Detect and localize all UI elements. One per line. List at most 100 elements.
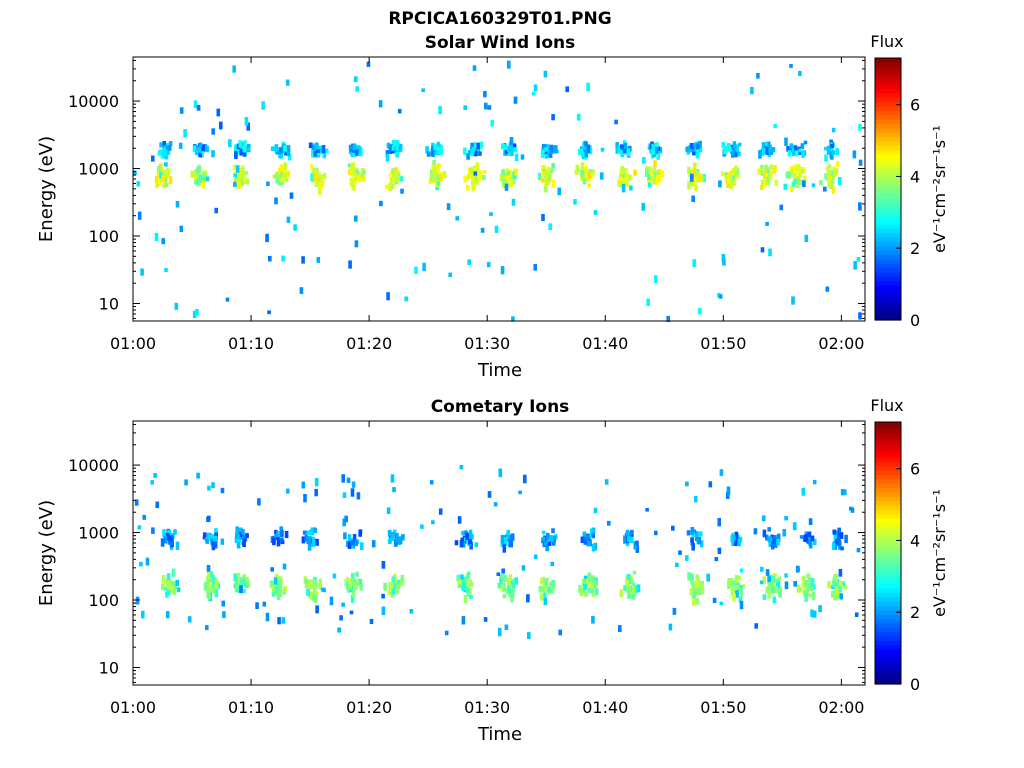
solar-wind-flux-cell [360, 173, 364, 178]
solar-wind-flux-cell [366, 61, 371, 67]
solar-wind-flux-cell [243, 140, 247, 147]
cometary-flux-cell [580, 536, 585, 544]
cometary-flux-cell [838, 541, 842, 550]
cometary-flux-cell [242, 538, 246, 547]
cometary-flux-cell [508, 590, 513, 598]
solar-wind-flux-cell [702, 173, 706, 183]
cometary-flux-cell [171, 580, 175, 586]
cometary-flux-cell [784, 573, 788, 578]
solar-wind-flux-cell [543, 70, 548, 78]
solar-wind-flux-cell [319, 182, 324, 190]
solar-wind-ylabel: Energy (eV) [36, 136, 57, 242]
solar-wind-flux-cell [473, 142, 477, 151]
solar-wind-flux-cell [512, 177, 516, 185]
cometary-flux-cell [465, 586, 470, 594]
solar-wind-flux-cell [750, 86, 754, 95]
cometary-flux-cell [843, 489, 847, 496]
solar-wind-flux-cell [475, 171, 479, 177]
cometary-flux-cell [390, 474, 395, 483]
cometary-flux-cell [463, 595, 468, 604]
solar-wind-flux-cell [193, 100, 198, 108]
cometary-flux-cell [142, 514, 146, 520]
cometary-flux-cell [784, 581, 789, 590]
cometary-flux-cell [221, 600, 226, 607]
cometary-flux-cell [463, 588, 468, 593]
cometary-flux-cell [777, 576, 782, 581]
cometary-flux-cell [626, 584, 631, 593]
cometary-flux-cell [387, 530, 392, 537]
solar-wind-flux-cell [819, 180, 823, 186]
solar-wind-flux-cell [164, 171, 169, 178]
solar-wind-flux-cell [311, 149, 315, 158]
solar-wind-flux-cell [657, 168, 662, 174]
cometary-flux-cell [209, 571, 214, 578]
solar-wind-flux-cell [625, 172, 629, 181]
solar-wind-flux-cell [765, 221, 769, 226]
cometary-flux-cell [242, 589, 247, 594]
cometary-flux-cell [351, 572, 355, 580]
solar-wind-flux-cell [514, 153, 519, 162]
cometary-flux-cell [211, 580, 216, 587]
solar-wind-flux-cell [826, 146, 831, 155]
solar-wind-flux-cell [349, 177, 354, 187]
solar-wind-flux-cell [392, 171, 397, 176]
cometary-flux-cell [207, 593, 212, 600]
solar-wind-flux-cell [314, 144, 318, 153]
cometary-flux-cell [726, 486, 731, 496]
solar-wind-flux-cell [233, 173, 237, 178]
cometary-flux-cell [834, 576, 839, 583]
cometary-flux-cell [235, 577, 240, 583]
cometary-flux-cell [245, 533, 249, 539]
solar-wind-flux-cell [546, 177, 550, 186]
cometary-flux-cell [354, 581, 358, 587]
solar-wind-flux-cell [698, 308, 702, 315]
cometary-flux-cell [235, 526, 239, 535]
cometary-colorbar-segment [875, 561, 901, 567]
cometary-flux-cell [706, 573, 710, 582]
solar-wind-heatmap [133, 60, 863, 322]
solar-wind-flux-cell [467, 259, 471, 265]
solar-wind-flux-cell [795, 181, 800, 188]
cometary-colorbar-segment [875, 470, 901, 475]
solar-wind-flux-cell [504, 183, 509, 191]
solar-wind-colorbar-segment [875, 271, 901, 277]
cometary-flux-cell [753, 528, 758, 535]
cometary-flux-cell [459, 540, 464, 548]
cometary-colorbar-segment [875, 653, 901, 659]
cometary-colorbar-segment [875, 635, 901, 641]
cometary-flux-cell [214, 582, 218, 590]
cometary-flux-cell [302, 530, 307, 535]
cometary-flux-cell [840, 489, 845, 496]
solar-wind-colorbar-segment [875, 228, 901, 234]
solar-wind-flux-cell [274, 144, 279, 152]
cometary-plot-frame [132, 420, 866, 686]
solar-wind-flux-cell [154, 175, 159, 184]
solar-wind-axes: 01:00 01:10 01:20 01:30 01:40 01:50 02:00 10 100… [68, 56, 866, 353]
cometary-colorbar-segment [875, 439, 901, 445]
cometary-flux-cell [500, 584, 505, 592]
cometary-flux-cell [245, 576, 249, 586]
cometary-flux-cell [767, 575, 771, 583]
cometary-flux-cell [725, 491, 730, 499]
solar-wind-flux-cell [433, 169, 437, 179]
solar-wind-flux-cell [466, 174, 471, 180]
solar-wind-flux-cell [321, 145, 326, 154]
cometary-flux-cell [634, 585, 639, 590]
cometary-flux-cell [175, 541, 180, 550]
solar-wind-flux-cell [274, 197, 278, 205]
solar-wind-flux-cell [235, 165, 240, 173]
solar-wind-flux-cell [799, 169, 804, 175]
cometary-colorbar-segment [875, 456, 901, 462]
solar-wind-flux-cell [507, 183, 511, 188]
cometary-flux-cell [393, 582, 397, 589]
cometary-colorbar-segment [875, 670, 901, 676]
cometary-flux-cell [730, 578, 734, 587]
cometary-flux-cell [341, 602, 345, 607]
cometary-colorbar-label: Flux [870, 396, 903, 415]
solar-wind-flux-cell [197, 146, 201, 153]
solar-wind-flux-cell [164, 145, 168, 155]
solar-wind-flux-cell [436, 179, 441, 186]
cometary-flux-cell [507, 580, 511, 586]
solar-wind-flux-cell [384, 184, 389, 189]
cometary-flux-cell [284, 530, 289, 539]
